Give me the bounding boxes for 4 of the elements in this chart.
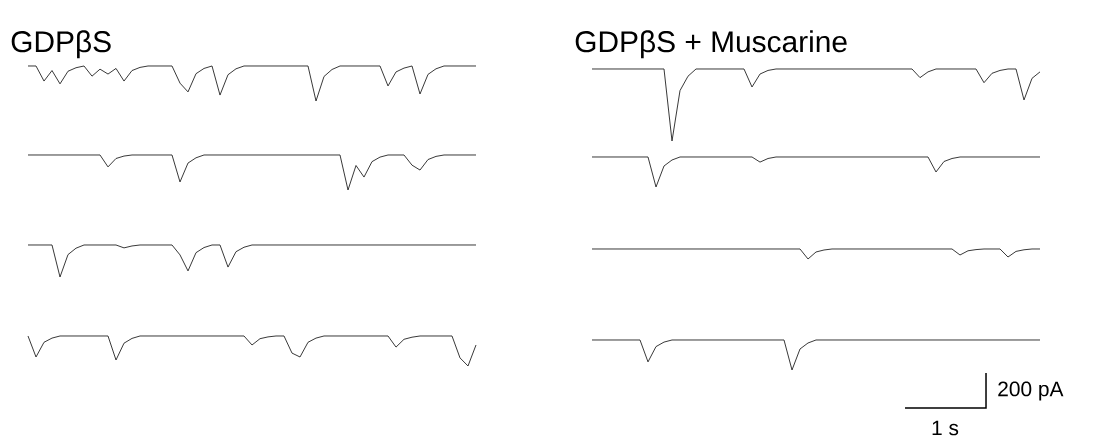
- chart-title: GDPβS: [11, 30, 111, 59]
- chart-title: GDPβS + Muscarine: [575, 30, 847, 59]
- text: 200 pA: [998, 381, 1064, 401]
- text: 1 s: [932, 420, 959, 436]
